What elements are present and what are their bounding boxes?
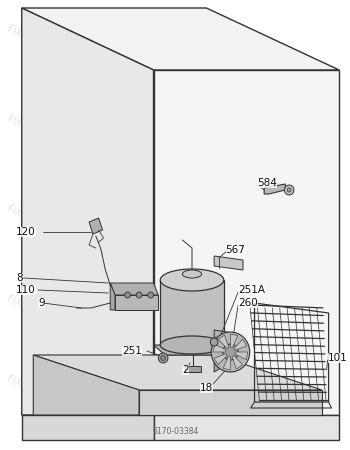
Circle shape [287, 188, 291, 192]
Polygon shape [232, 356, 243, 369]
Text: FIX-HUB.RU: FIX-HUB.RU [116, 113, 172, 146]
Polygon shape [110, 283, 115, 310]
Circle shape [158, 353, 168, 363]
Polygon shape [213, 344, 226, 352]
Polygon shape [218, 335, 229, 348]
Text: FIX-HUB.RU: FIX-HUB.RU [6, 293, 61, 326]
Text: FIX-HUB.RU: FIX-HUB.RU [116, 203, 172, 236]
Text: 120: 120 [16, 227, 36, 237]
Polygon shape [22, 415, 154, 440]
Polygon shape [234, 339, 247, 350]
Polygon shape [154, 345, 237, 355]
Circle shape [136, 292, 142, 298]
Text: FIX-HUB.RU: FIX-HUB.RU [237, 293, 292, 326]
Text: FIX-HUB.RU: FIX-HUB.RU [237, 23, 292, 56]
Circle shape [210, 338, 218, 346]
Polygon shape [33, 355, 139, 415]
Text: 101: 101 [328, 353, 348, 363]
Polygon shape [230, 334, 238, 347]
Text: FIX-HUB.RU: FIX-HUB.RU [6, 113, 61, 146]
Polygon shape [33, 355, 322, 390]
Polygon shape [214, 348, 221, 372]
Polygon shape [154, 70, 339, 415]
Circle shape [223, 344, 238, 360]
Text: FIX-HUB.RU: FIX-HUB.RU [237, 113, 292, 146]
Polygon shape [235, 352, 248, 360]
Polygon shape [115, 295, 158, 310]
Text: FIX-HUB.RU: FIX-HUB.RU [6, 203, 61, 236]
Circle shape [148, 292, 154, 298]
Polygon shape [89, 218, 103, 234]
Text: FIX-HUB.RU: FIX-HUB.RU [237, 374, 292, 406]
Polygon shape [214, 330, 233, 340]
Polygon shape [154, 415, 339, 440]
Text: 567: 567 [226, 245, 246, 255]
Text: FIX-HUB.RU: FIX-HUB.RU [237, 203, 292, 236]
Polygon shape [264, 184, 285, 194]
Polygon shape [214, 354, 227, 365]
Polygon shape [223, 356, 230, 370]
Text: 584: 584 [257, 178, 277, 188]
Ellipse shape [160, 336, 224, 354]
Text: FIX-HUB.RU: FIX-HUB.RU [116, 293, 172, 326]
Text: FIX-HUB.RU: FIX-HUB.RU [6, 374, 61, 406]
Text: FIX-HUB.RU: FIX-HUB.RU [6, 23, 61, 56]
Text: FIX-HUB.RU: FIX-HUB.RU [116, 374, 172, 406]
Text: 8: 8 [16, 273, 23, 283]
Circle shape [125, 292, 131, 298]
Circle shape [284, 185, 294, 195]
Polygon shape [110, 283, 158, 295]
Text: 9: 9 [38, 298, 45, 308]
Circle shape [211, 332, 250, 372]
Ellipse shape [182, 270, 202, 278]
Text: 251A: 251A [238, 285, 265, 295]
Text: 260: 260 [238, 298, 258, 308]
Text: 251: 251 [122, 346, 142, 356]
Text: 6170-03384: 6170-03384 [153, 428, 199, 436]
Circle shape [161, 356, 166, 360]
Polygon shape [139, 390, 322, 415]
Polygon shape [22, 8, 339, 70]
Polygon shape [22, 8, 154, 415]
Text: 18: 18 [200, 383, 213, 393]
Text: 2: 2 [182, 365, 189, 375]
Polygon shape [160, 280, 224, 345]
Polygon shape [185, 366, 201, 372]
Text: FIX-HUB.RU: FIX-HUB.RU [116, 23, 172, 56]
Ellipse shape [160, 269, 224, 291]
Polygon shape [214, 256, 243, 270]
Text: 110: 110 [16, 285, 36, 295]
